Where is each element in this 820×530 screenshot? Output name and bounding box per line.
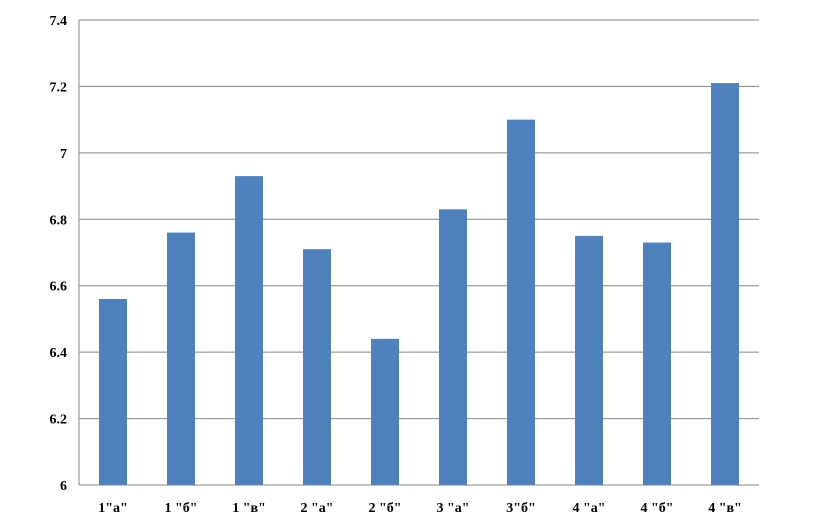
bar	[507, 119, 535, 486]
bar	[303, 249, 331, 485]
x-tick-label: 1 "в"	[232, 501, 266, 516]
x-tick-label: 4 "б"	[640, 501, 673, 516]
x-tick-label: 3 "а"	[436, 501, 469, 516]
y-tick-label: 6.4	[50, 346, 68, 361]
x-axis-ticks: 1"а" 1 "б" 1 "в" 2 "а" 2 "б" 3 "а" 3"б" 4 "а" 4 …	[98, 501, 742, 516]
x-tick-label: 3"б"	[506, 501, 536, 516]
x-tick-label: 4 "в"	[708, 501, 742, 516]
y-tick-label: 6.6	[50, 280, 68, 295]
y-tick-label: 7.4	[50, 14, 68, 29]
bar	[439, 209, 467, 486]
bar	[575, 235, 603, 485]
y-axis-ticks: 6 6.2 6.4 6.6 6.8 7 7.2 7.4	[50, 14, 68, 494]
x-tick-label: 2 "б"	[368, 501, 401, 516]
bars	[99, 83, 739, 486]
bar	[371, 338, 399, 485]
y-tick-label: 6	[60, 479, 67, 494]
y-tick-label: 7	[60, 147, 67, 162]
bar	[643, 242, 671, 485]
x-tick-label: 2 "а"	[300, 501, 333, 516]
x-tick-label: 1"а"	[98, 501, 128, 516]
y-tick-label: 6.2	[50, 413, 68, 428]
bar	[167, 232, 195, 485]
x-tick-label: 4 "а"	[572, 501, 605, 516]
y-tick-label: 7.2	[50, 80, 68, 95]
bar	[235, 176, 263, 485]
y-tick-label: 6.8	[50, 213, 68, 228]
bar	[711, 83, 739, 485]
bar	[99, 299, 127, 485]
x-tick-label: 1 "б"	[164, 501, 197, 516]
